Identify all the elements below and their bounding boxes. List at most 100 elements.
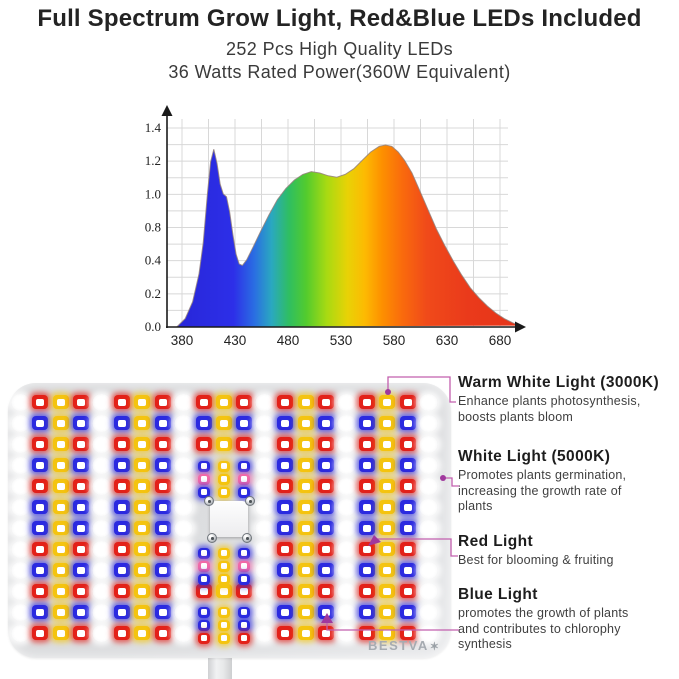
led-B xyxy=(318,458,334,472)
led-W xyxy=(92,582,112,600)
led-R xyxy=(277,584,294,598)
led-core xyxy=(241,563,248,569)
led-core xyxy=(77,503,86,511)
led-B xyxy=(318,521,334,535)
brand-logo-text: BESTVA xyxy=(368,638,429,653)
led-W xyxy=(418,603,438,621)
y-tick-label: 1.0 xyxy=(145,186,161,201)
led-core xyxy=(383,461,392,469)
led-core xyxy=(241,622,248,628)
led-core xyxy=(118,545,126,553)
led-Y xyxy=(297,542,314,556)
led-W xyxy=(255,498,275,516)
annotation-white: White Light (5000K) Promotes plants germ… xyxy=(458,448,658,515)
led-core xyxy=(322,398,330,406)
led-core xyxy=(383,440,392,448)
led-W xyxy=(92,561,112,579)
led-core xyxy=(220,587,228,595)
led-B xyxy=(318,605,334,619)
led-core xyxy=(77,566,86,574)
led-core xyxy=(56,503,65,511)
led-W xyxy=(10,582,30,600)
led-core xyxy=(138,566,147,574)
led-core xyxy=(56,587,65,595)
led-W xyxy=(418,435,438,453)
annotation-heading: Warm White Light (3000K) xyxy=(458,374,660,391)
led-core xyxy=(36,587,45,595)
led-core xyxy=(301,524,310,532)
led-core xyxy=(36,398,45,406)
led-B xyxy=(195,416,212,430)
led-Y xyxy=(52,479,69,493)
led-core xyxy=(118,566,126,574)
led-core xyxy=(240,587,249,595)
led-core xyxy=(240,419,249,427)
led-R xyxy=(114,542,130,556)
led-R xyxy=(114,395,130,409)
led-W xyxy=(336,582,356,600)
led-Y xyxy=(216,584,232,598)
led-W xyxy=(10,603,30,621)
led-Y xyxy=(379,458,396,472)
led-core xyxy=(118,440,126,448)
led-core xyxy=(36,566,45,574)
led-core xyxy=(241,635,248,641)
led-W xyxy=(92,498,112,516)
led-W xyxy=(173,393,193,411)
led-core xyxy=(221,476,227,482)
led-Y xyxy=(52,458,69,472)
led-Y xyxy=(216,395,232,409)
led-Y xyxy=(297,395,314,409)
led-B xyxy=(238,547,251,559)
led-R xyxy=(358,479,375,493)
led-core xyxy=(281,482,290,490)
mounting-bracket xyxy=(204,496,255,543)
led-W xyxy=(336,498,356,516)
led-R xyxy=(73,437,90,451)
led-Y xyxy=(297,521,314,535)
led-core xyxy=(199,398,208,406)
led-R xyxy=(318,584,334,598)
led-W xyxy=(173,498,193,516)
led-W xyxy=(336,540,356,558)
led-R xyxy=(318,479,334,493)
led-core xyxy=(138,440,147,448)
led-Y xyxy=(218,632,230,644)
led-B xyxy=(277,500,294,514)
led-B xyxy=(238,573,251,585)
led-core xyxy=(118,398,126,406)
led-core xyxy=(200,550,207,556)
led-core xyxy=(56,461,65,469)
led-R xyxy=(154,542,171,556)
led-core xyxy=(322,440,330,448)
led-B xyxy=(277,521,294,535)
screw-icon xyxy=(207,533,217,543)
led-W xyxy=(10,477,30,495)
annotation-heading: Blue Light xyxy=(458,586,538,603)
led-Y xyxy=(297,458,314,472)
led-core xyxy=(403,440,412,448)
led-core xyxy=(403,419,412,427)
led-Y xyxy=(52,395,69,409)
led-W xyxy=(92,540,112,558)
led-R xyxy=(195,437,212,451)
led-Y xyxy=(216,437,232,451)
led-Y xyxy=(134,500,151,514)
led-core xyxy=(322,524,330,532)
led-core xyxy=(77,482,86,490)
brand-logo: BESTVA✶ xyxy=(368,638,439,653)
led-R xyxy=(154,584,171,598)
led-R xyxy=(73,626,90,640)
led-core xyxy=(200,476,207,482)
led-core xyxy=(403,566,412,574)
led-Y xyxy=(218,606,230,618)
led-Y xyxy=(52,605,69,619)
led-W xyxy=(173,456,193,474)
led-core xyxy=(199,440,208,448)
x-tick-label: 580 xyxy=(383,333,406,348)
led-core xyxy=(56,566,65,574)
led-Y xyxy=(52,542,69,556)
led-B xyxy=(32,521,49,535)
led-W xyxy=(10,456,30,474)
